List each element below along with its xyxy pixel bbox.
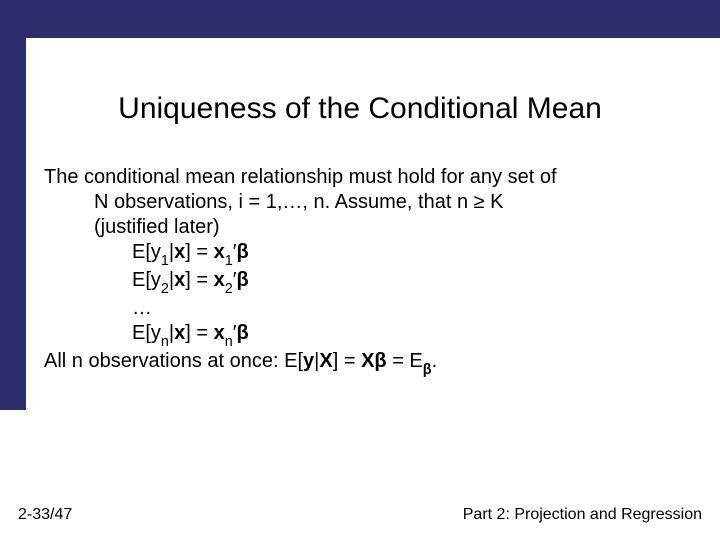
eq1-beta: β xyxy=(237,241,249,263)
slide-title: Uniqueness of the Conditional Mean xyxy=(0,92,720,126)
body-line-2: N observations, i = 1,…, n. Assume, that… xyxy=(44,190,684,215)
line2-pre: N observations, i = 1,…, n. Assume, that… xyxy=(94,191,474,213)
equation-dots: … xyxy=(44,296,684,321)
all-eq2: = E xyxy=(387,350,423,372)
equation-n: E[yn|x] = xn′β xyxy=(44,321,684,349)
eq2-sub2: 2 xyxy=(225,281,233,297)
eqn-x2: x xyxy=(214,322,225,344)
side-band xyxy=(0,0,26,410)
eq1-sub2: 1 xyxy=(225,253,233,269)
eqn-beta: β xyxy=(237,322,249,344)
eq1-close: ] = xyxy=(185,241,213,263)
all-X: X xyxy=(319,350,332,372)
geq-symbol: ≥ xyxy=(474,191,485,213)
eqn-x: x xyxy=(174,322,185,344)
all-close: ] = xyxy=(333,350,361,372)
all-beta: β xyxy=(374,350,386,372)
all-beta-sub: β xyxy=(423,362,432,378)
eq2-x: x xyxy=(174,269,185,291)
eqn-sub: n xyxy=(161,334,169,350)
all-observations-line: All n observations at once: E[y|X] = Xβ … xyxy=(44,349,684,377)
body-line-3: (justified later) xyxy=(44,215,684,240)
eq2-beta: β xyxy=(237,269,249,291)
all-X2: X xyxy=(361,350,374,372)
all-y: y xyxy=(303,350,314,372)
all-period: . xyxy=(432,350,438,372)
footer-page-number: 2-33/47 xyxy=(18,506,72,524)
eq1-E: E[y xyxy=(132,241,161,263)
eq2-close: ] = xyxy=(185,269,213,291)
line2-post: K xyxy=(485,191,504,213)
equation-1: E[y1|x] = x1′β xyxy=(44,240,684,268)
eq2-x2: x xyxy=(214,269,225,291)
eq1-x2: x xyxy=(214,241,225,263)
eq2-E: E[y xyxy=(132,269,161,291)
eqn-E: E[y xyxy=(132,322,161,344)
eq1-x: x xyxy=(174,241,185,263)
slide-body: The conditional mean relationship must h… xyxy=(44,165,684,377)
eq2-sub: 2 xyxy=(161,281,169,297)
top-band xyxy=(0,0,720,38)
eqn-close: ] = xyxy=(185,322,213,344)
equation-2: E[y2|x] = x2′β xyxy=(44,268,684,296)
eq1-sub: 1 xyxy=(161,253,169,269)
all-pre: All n observations at once: E[ xyxy=(44,350,303,372)
body-line-1: The conditional mean relationship must h… xyxy=(44,165,684,190)
eqn-sub2: n xyxy=(225,334,233,350)
footer-part-label: Part 2: Projection and Regression xyxy=(463,506,702,524)
